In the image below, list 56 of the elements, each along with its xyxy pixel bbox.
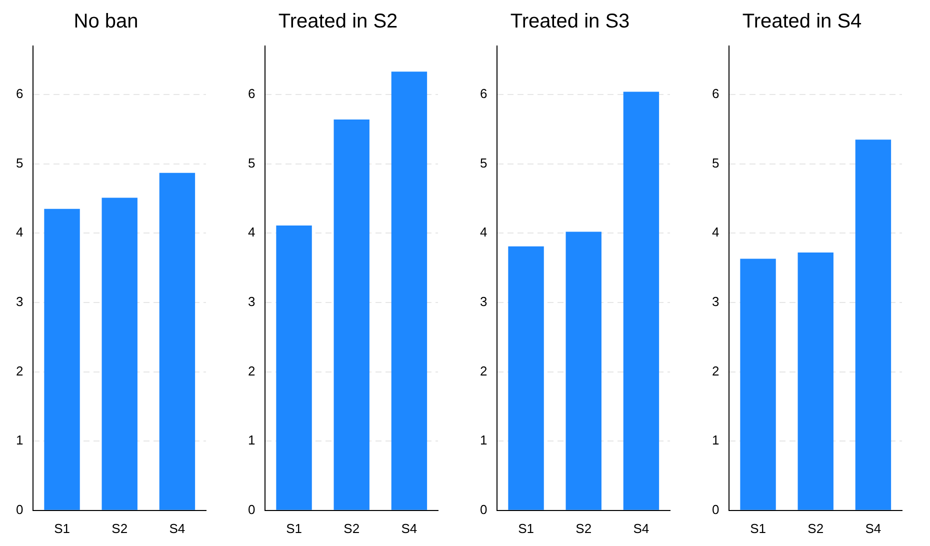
y-tick-label: 0	[16, 502, 24, 517]
y-tick-label: 3	[712, 294, 720, 310]
y-tick-label: 2	[480, 363, 488, 378]
y-tick-label: 6	[712, 86, 720, 102]
x-tick-label: S2	[344, 520, 360, 536]
bar	[159, 172, 196, 510]
y-tick-label: 1	[480, 432, 488, 448]
y-tick-label: 2	[712, 363, 720, 378]
y-tick-label: 1	[712, 432, 720, 448]
x-tick-label: S1	[54, 520, 70, 536]
x-tick-label: S1	[518, 520, 534, 536]
bar	[334, 119, 370, 510]
y-tick-label: 4	[712, 224, 720, 240]
x-tick-label: S2	[112, 520, 128, 536]
y-tick-label: 0	[712, 502, 720, 517]
y-tick-label: 1	[16, 432, 24, 448]
chart-title: No ban	[74, 10, 138, 33]
y-tick-label: 4	[480, 224, 488, 240]
y-tick-label: 1	[248, 432, 256, 448]
x-tick-label: S1	[750, 520, 766, 536]
y-tick-label: 2	[248, 363, 256, 378]
y-tick-label: 5	[16, 155, 24, 170]
x-tick-label: S4	[169, 520, 186, 536]
x-tick-label: S4	[401, 520, 418, 536]
y-tick-label: 5	[248, 155, 256, 170]
chart-title: Treated in S4	[742, 10, 862, 33]
bar	[566, 232, 602, 510]
bar	[740, 258, 776, 510]
x-tick-label: S2	[808, 520, 824, 536]
chart-title: Treated in S3	[510, 10, 630, 33]
bar	[623, 92, 660, 510]
y-tick-label: 3	[248, 294, 256, 310]
y-tick-label: 4	[248, 224, 256, 240]
chart-title: Treated in S2	[278, 10, 398, 33]
bar	[44, 208, 80, 510]
y-tick-label: 3	[480, 294, 488, 310]
y-tick-label: 3	[16, 294, 24, 310]
x-tick-label: S4	[633, 520, 650, 536]
bar	[276, 226, 312, 510]
bar	[102, 198, 138, 510]
bar	[798, 252, 834, 510]
bar	[508, 246, 544, 510]
y-tick-label: 5	[480, 155, 488, 170]
x-tick-label: S4	[865, 520, 882, 536]
y-tick-label: 2	[16, 363, 24, 378]
bar	[855, 140, 892, 510]
y-tick-label: 6	[16, 86, 24, 102]
bar	[391, 72, 428, 510]
y-tick-label: 4	[16, 224, 24, 240]
x-tick-label: S2	[576, 520, 592, 536]
y-tick-label: 6	[480, 86, 488, 102]
y-tick-label: 5	[712, 155, 720, 170]
x-tick-label: S1	[286, 520, 302, 536]
y-tick-label: 6	[248, 86, 256, 102]
y-tick-label: 0	[248, 502, 256, 517]
y-tick-label: 0	[480, 502, 488, 517]
